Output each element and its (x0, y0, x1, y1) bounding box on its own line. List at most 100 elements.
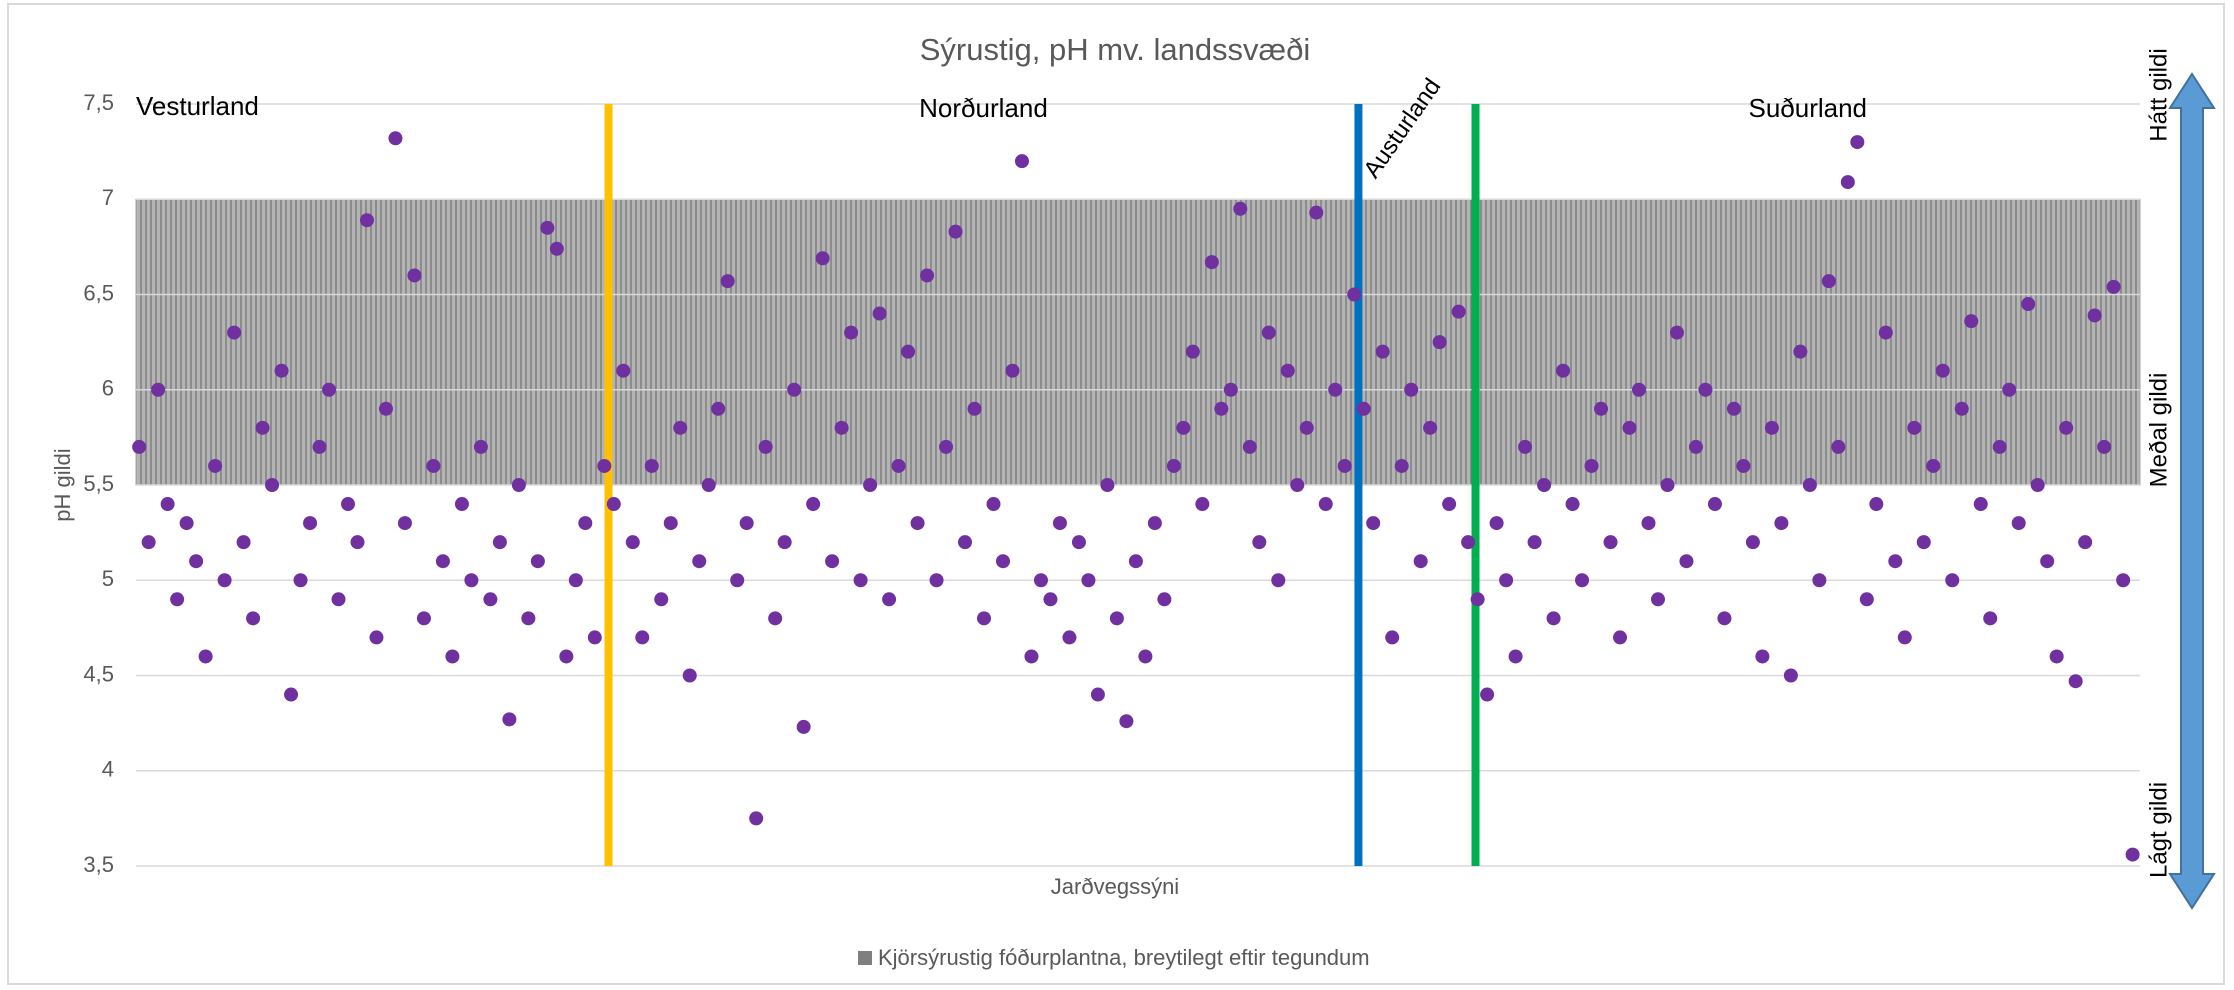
data-point (616, 363, 631, 378)
data-point (1669, 325, 1684, 340)
data-point (663, 516, 678, 531)
data-point (1347, 287, 1362, 302)
data-point (1242, 439, 1257, 454)
data-point (1119, 714, 1134, 729)
data-point (1090, 687, 1105, 702)
legend-swatch (858, 951, 872, 965)
data-point (1679, 554, 1694, 569)
data-point (796, 719, 811, 734)
data-point (777, 535, 792, 550)
data-point (929, 573, 944, 588)
data-point (350, 535, 365, 550)
legend-label: Kjörsýrustig fóðurplantna, breytilegt ef… (878, 945, 1370, 970)
y-tick-label: 5 (102, 566, 114, 591)
data-point (189, 554, 204, 569)
data-point (1632, 382, 1646, 397)
data-point (331, 592, 346, 607)
data-point (1413, 554, 1428, 569)
data-point (1964, 314, 1979, 329)
data-point (1252, 535, 1267, 550)
data-point (160, 497, 175, 512)
data-point (977, 611, 992, 626)
data-point (682, 668, 697, 683)
data-point (141, 535, 156, 550)
data-point (1052, 516, 1067, 531)
data-point (255, 420, 270, 435)
data-point (815, 251, 830, 266)
data-point (1859, 592, 1874, 607)
data-point (1480, 687, 1495, 702)
data-point (378, 401, 393, 416)
data-point (1261, 325, 1276, 340)
data-point (397, 516, 412, 531)
data-point (1736, 458, 1751, 473)
data-point (1954, 401, 1969, 416)
data-point (1527, 535, 1542, 550)
data-point (1755, 649, 1770, 664)
data-point (2059, 420, 2074, 435)
data-point (1802, 478, 1817, 492)
data-point (1812, 573, 1827, 588)
data-point (644, 458, 659, 473)
data-point (1707, 497, 1722, 512)
data-point (274, 363, 289, 378)
data-point (341, 497, 356, 512)
data-point (863, 478, 878, 492)
data-point (322, 382, 337, 397)
data-point (1470, 592, 1485, 607)
data-point (995, 554, 1010, 569)
data-point (853, 573, 868, 588)
data-point (1869, 497, 1884, 512)
data-point (530, 554, 545, 569)
data-point (179, 516, 194, 531)
data-point (435, 554, 450, 569)
data-point (1945, 573, 1960, 588)
data-point (1366, 516, 1381, 531)
data-point (1821, 274, 1836, 289)
data-point (1024, 649, 1039, 664)
data-point (1014, 154, 1029, 169)
data-point (2078, 535, 2093, 550)
data-point (1622, 420, 1637, 435)
data-point (492, 535, 507, 550)
data-point (749, 811, 764, 826)
data-point (1575, 573, 1590, 588)
data-point (208, 458, 223, 473)
data-point (198, 649, 213, 664)
data-point (1793, 344, 1808, 359)
data-point (768, 611, 783, 626)
data-point (891, 458, 906, 473)
data-point (654, 592, 669, 607)
data-point (1556, 363, 1571, 378)
data-point (1897, 630, 1912, 645)
data-point (1204, 255, 1219, 270)
data-point (1992, 439, 2007, 454)
data-point (1147, 516, 1162, 531)
data-point (578, 516, 593, 531)
data-point (388, 131, 403, 146)
data-point (246, 611, 261, 626)
data-point (132, 439, 147, 454)
side-label: Hátt gildi (2145, 48, 2172, 141)
data-point (625, 535, 640, 550)
data-point (2040, 554, 2055, 569)
data-point (882, 592, 897, 607)
data-point (2021, 297, 2036, 312)
y-tick-label: 4,5 (83, 661, 114, 686)
data-point (1157, 592, 1172, 607)
data-point (701, 478, 716, 492)
data-point (1973, 497, 1988, 512)
data-point (1062, 630, 1077, 645)
y-tick-label: 6,5 (83, 280, 114, 305)
data-point (1764, 420, 1779, 435)
data-point (1290, 478, 1305, 492)
data-point (369, 630, 384, 645)
data-point (597, 458, 612, 473)
data-point (2068, 674, 2083, 689)
data-point (2116, 573, 2131, 588)
data-point (739, 516, 754, 531)
data-point (445, 649, 460, 664)
data-point (1233, 201, 1248, 216)
data-point (1081, 573, 1096, 588)
x-axis-label: Jarðvegssýni (1051, 874, 1179, 899)
